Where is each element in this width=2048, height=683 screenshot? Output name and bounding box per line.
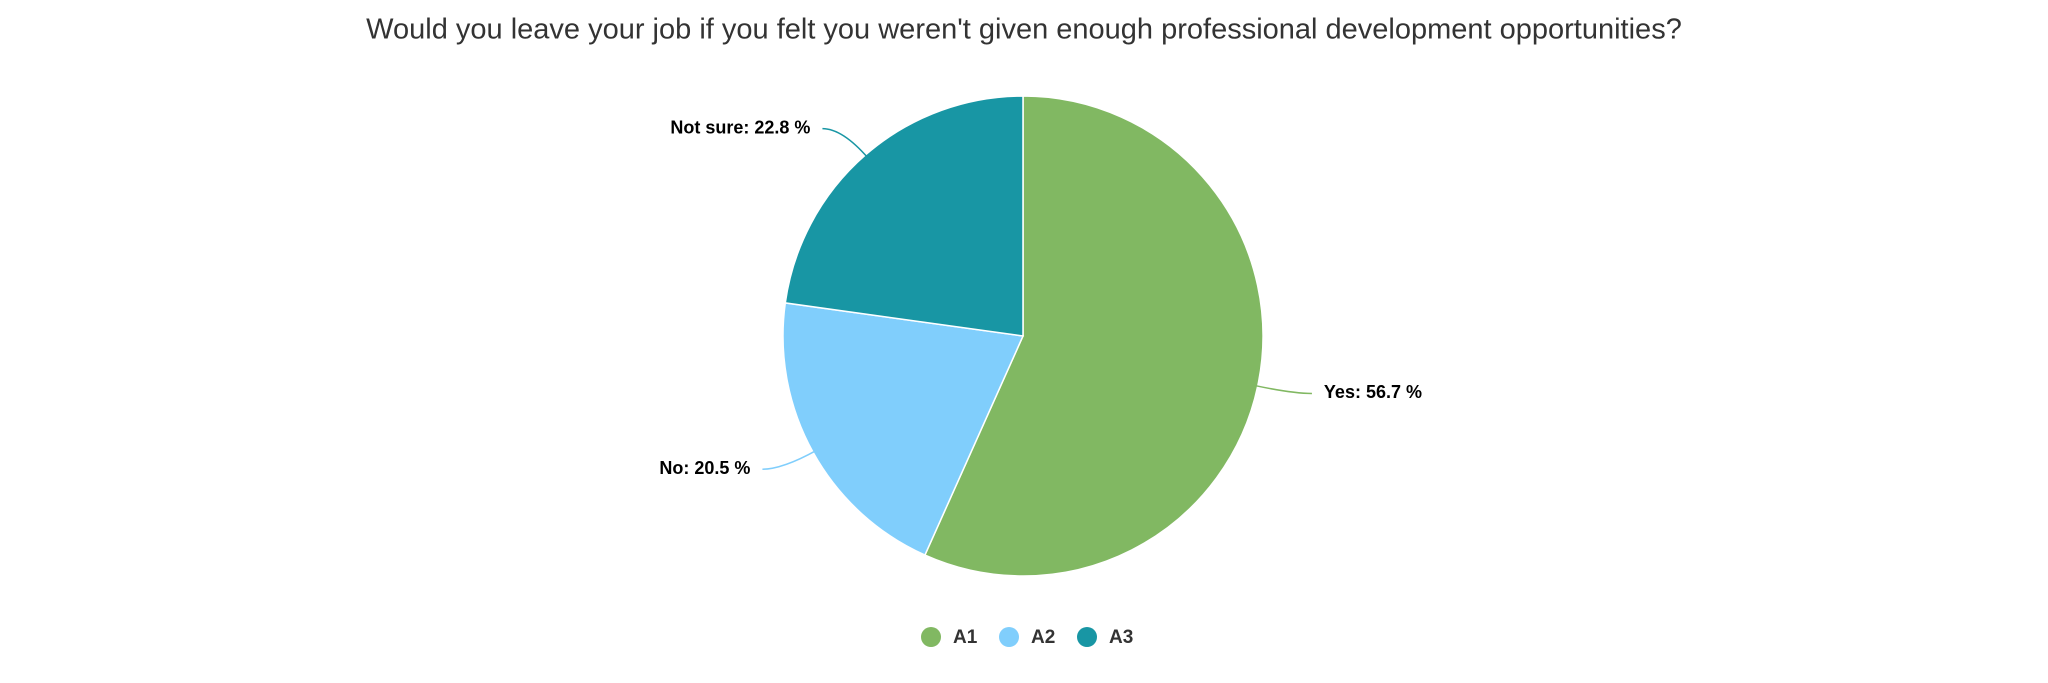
legend-label: A1 (953, 627, 978, 648)
legend-marker (1077, 627, 1097, 647)
legend-marker (999, 627, 1019, 647)
legend-marker (921, 627, 941, 647)
legend-label: A2 (1031, 627, 1055, 648)
label-connector (1253, 384, 1312, 395)
legend-label: A3 (1109, 627, 1133, 648)
label-connector (822, 127, 869, 159)
label-connector (762, 449, 817, 470)
chart-title: Would you leave your job if you felt you… (366, 14, 1682, 46)
data-label: No: 20.5 % (659, 458, 750, 478)
pie-slice (784, 95, 1024, 337)
data-label: Not sure: 22.8 % (670, 117, 810, 137)
data-label: Yes: 56.7 % (1324, 382, 1422, 402)
